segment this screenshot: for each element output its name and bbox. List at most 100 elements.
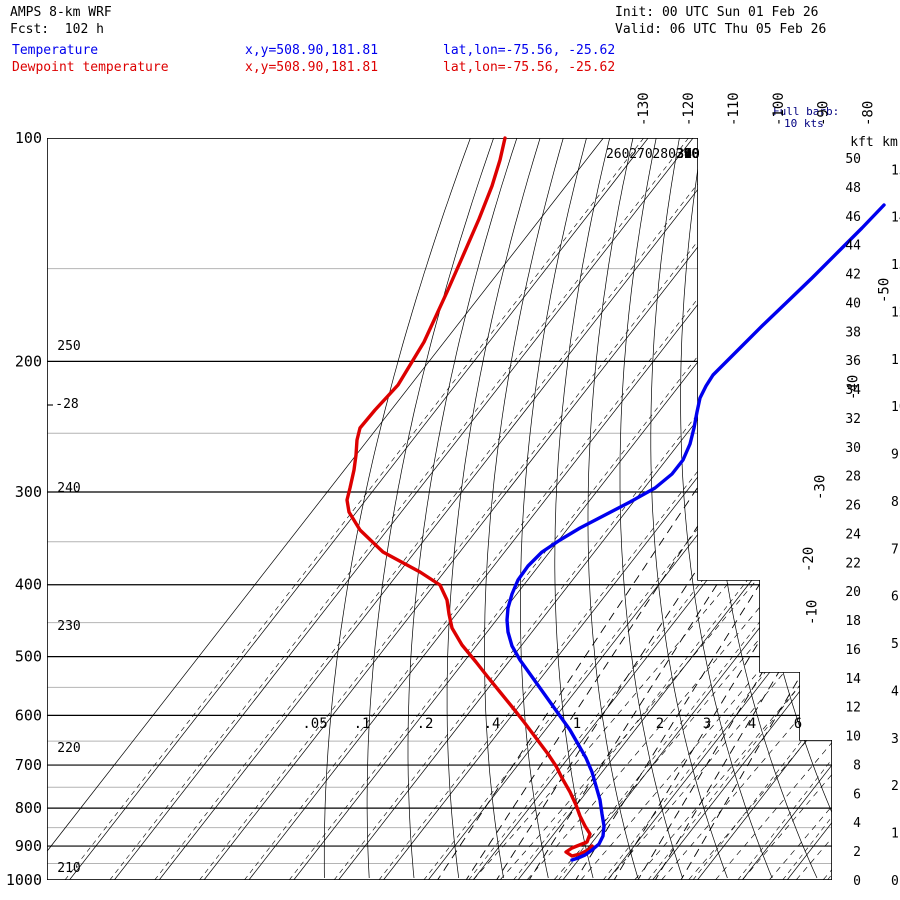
kft-label-48: 48 [845, 181, 861, 196]
wind-barb-flag-36-2 [844, 254, 851, 261]
wind-barb-flag-22-1 [836, 486, 843, 493]
km-label-12.: 12. [891, 305, 900, 320]
isotherms [47, 138, 832, 880]
wind-barb-flag-3-1 [841, 815, 848, 822]
wind-barb-flag-39-0 [835, 195, 842, 202]
wind-barb-flag-19-1 [836, 537, 843, 544]
temperature-legend-label: Temperature [12, 43, 99, 58]
moist-adiabat-13 [822, 150, 832, 880]
moist-adiabat-7 [661, 150, 832, 880]
theta-label-370: 370 [676, 147, 699, 162]
wind-barb-flag-28-0 [826, 376, 832, 385]
wind-barb-flag-29-0 [826, 359, 832, 368]
theta-left-label-210: 210 [57, 861, 80, 876]
wind-barb-flag-26-0 [825, 410, 832, 419]
wind-barb-flag-25-0 [824, 427, 832, 436]
moist-adiabat-5 [607, 150, 832, 880]
mixing-ratio-.2 [486, 433, 787, 880]
dewpoint-latlon: lat,lon=-75.56, -25.62 [443, 60, 616, 75]
dry-adiabat-200 [323, 138, 471, 879]
kft-label-8: 8 [853, 758, 861, 773]
wind-barb-4 [835, 804, 855, 807]
mixing-ratio-label-.2: .2 [417, 716, 434, 732]
theta-label-280: 280 [652, 147, 675, 162]
model-title: AMPS 8-km WRF [10, 5, 112, 20]
pressure-label-700: 700 [15, 756, 42, 774]
wind-barb-flag-15-0 [829, 601, 832, 610]
pressure-label-300: 300 [15, 483, 42, 501]
kft-label-22: 22 [845, 556, 861, 571]
plot-border-outline [47, 138, 832, 880]
valid-time: Valid: 06 UTC Thu 05 Feb 26 [615, 22, 827, 37]
minor-isobar-grid [47, 268, 832, 864]
dewpoint-legend-label: Dewpoint temperature [12, 60, 169, 75]
theta-label-340: 340 [676, 147, 699, 162]
wind-barb-flag-21-1 [836, 503, 843, 510]
wind-barb-flag-12-1 [837, 657, 844, 664]
isotherm--100 [203, 138, 784, 880]
kft-label-16: 16 [845, 643, 861, 658]
init-time: Init: 00 UTC Sun 01 Feb 26 [615, 5, 819, 20]
moist-adiabat-4 [580, 150, 832, 880]
pressure-label-600: 600 [15, 706, 42, 724]
pressure-label-500: 500 [15, 648, 42, 666]
wind-barb-flag-27-0 [825, 393, 832, 402]
kft-label-40: 40 [845, 296, 861, 311]
isotherm-half--136 [64, 138, 644, 880]
theta-label-310: 310 [676, 147, 699, 162]
wind-barb-flag-41-1 [842, 166, 849, 173]
dewpoint-xy: x,y=508.90,181.81 [245, 60, 379, 75]
dry-adiabat-290 [650, 138, 728, 879]
mixing-ratio-.1 [455, 433, 760, 880]
wind-barb-flag-35-1 [838, 265, 845, 272]
pressure-label-800: 800 [15, 799, 42, 817]
moist-adiabat-10 [742, 150, 832, 880]
kft-label-10: 10 [845, 730, 861, 745]
km-label-10.: 10. [891, 400, 900, 415]
mixing-ratio-label-1: 1 [573, 716, 581, 732]
isotherm-half-14 [737, 138, 832, 880]
wind-barb-flag-10-1 [838, 692, 845, 699]
wind-barb-flag-32-1 [836, 315, 843, 322]
dry-adiabat-310 [709, 138, 818, 879]
kft-label-38: 38 [845, 325, 861, 340]
moist-adiabats [472, 150, 832, 880]
dry-adiabat-210 [366, 138, 494, 879]
theta-label-260: 260 [606, 147, 629, 162]
wind-barb-flag-2-0 [837, 831, 844, 838]
isotherm-top-label--80: -80 [860, 101, 876, 126]
kft-label-20: 20 [845, 585, 861, 600]
isotherm-20 [742, 138, 832, 880]
mixing-ratio-label-2: 2 [656, 716, 664, 732]
mixing-ratio-label-4: 4 [748, 716, 756, 732]
wind-barb-flag-23-1 [836, 469, 843, 476]
theta-label-330: 330 [676, 147, 699, 162]
wind-barb-flag-23-0 [829, 464, 832, 473]
wind-barb-flag-3-0 [836, 814, 843, 821]
isotherm-right-label--20: -20 [801, 547, 817, 572]
wind-barb-2 [837, 838, 855, 841]
wind-barb-flag-31-0 [828, 326, 832, 335]
wind-barb-flag-30-1 [835, 349, 842, 356]
wind-barb-flag-40-0 [836, 178, 843, 185]
wind-barb-flag-14-0 [829, 619, 832, 627]
isotherm-right-label--40: -40 [846, 375, 862, 400]
wind-barb-flag-17-0 [828, 567, 832, 576]
barb-legend-line2: 10 kts [784, 117, 824, 130]
isotherm-top-label--110: -110 [726, 92, 742, 126]
wind-barb-flag-8-0 [833, 724, 840, 731]
wind-barb-flag-24-1 [833, 450, 840, 457]
mixing-ratio-.4 [518, 433, 815, 880]
mixing-ratio-label-.1: .1 [354, 716, 371, 732]
moist-adiabat-12 [795, 150, 832, 880]
wind-barb-19 [828, 539, 832, 556]
wind-barb-flag-39-1 [840, 199, 847, 206]
isotherm-half--26 [558, 138, 832, 880]
wind-barb-flag-22-0 [829, 481, 832, 490]
wind-barb-flag-13-0 [830, 636, 832, 645]
theta-label-300: 300 [676, 147, 699, 162]
kft-label-46: 46 [845, 210, 861, 225]
isotherm-half-4 [692, 138, 832, 880]
